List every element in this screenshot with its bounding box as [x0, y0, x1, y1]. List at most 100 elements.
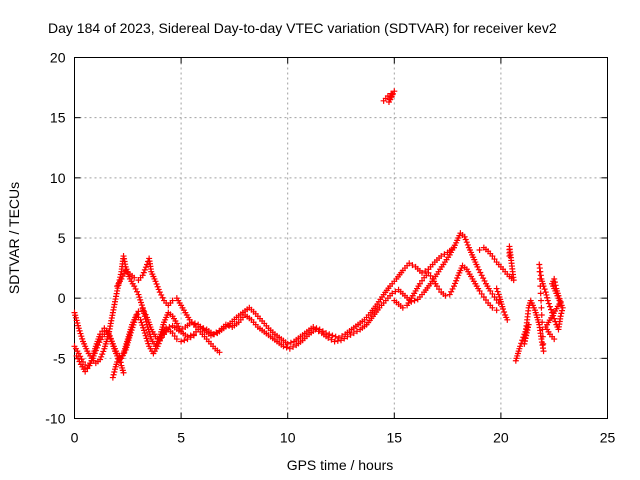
data-point [450, 244, 457, 251]
data-point [482, 296, 489, 303]
data-point [544, 297, 551, 304]
data-point [179, 325, 186, 332]
data-point [77, 330, 84, 337]
data-point [159, 294, 166, 301]
data-point [487, 287, 494, 294]
data-point [74, 320, 81, 327]
data-point [518, 340, 525, 347]
data-point [283, 344, 290, 351]
data-point [144, 338, 151, 345]
data-point [75, 325, 82, 332]
data-point [489, 290, 496, 297]
y-tick-label: 10 [50, 170, 66, 186]
series-track-d [71, 305, 197, 371]
data-point [280, 343, 287, 350]
data-point [353, 328, 360, 335]
data-point [493, 285, 500, 292]
data-point [331, 338, 338, 345]
grid [74, 57, 608, 419]
data-point [477, 269, 484, 276]
data-point [557, 313, 564, 320]
data-point [116, 356, 123, 363]
data-point [108, 338, 115, 345]
data-point [463, 239, 470, 246]
data-point [75, 322, 82, 329]
data-point [71, 309, 78, 316]
data-point [169, 330, 176, 337]
series-track-g [391, 262, 500, 314]
data-point [131, 319, 138, 326]
data-point [152, 278, 159, 285]
data-point [78, 333, 85, 340]
data-point [559, 307, 566, 314]
data-point [132, 285, 139, 292]
data-point [427, 272, 434, 279]
data-point [433, 283, 440, 290]
data-point [478, 290, 485, 297]
data-point [389, 290, 396, 297]
data-point [325, 334, 332, 341]
data-point [129, 324, 136, 331]
data-point [290, 343, 297, 350]
x-tick-label: 10 [280, 430, 296, 446]
data-point [544, 294, 551, 301]
x-tick-label: 20 [493, 430, 509, 446]
data-point [319, 328, 326, 335]
data-point [82, 368, 89, 375]
data-point [313, 325, 320, 332]
data-point [156, 289, 163, 296]
data-point [419, 277, 426, 284]
data-point [99, 328, 106, 335]
data-point [464, 241, 471, 248]
data-point [216, 349, 223, 356]
data-point [141, 327, 148, 334]
data-point [481, 277, 488, 284]
data-point [436, 286, 443, 293]
data-point [79, 335, 86, 342]
data-point [517, 343, 524, 350]
data-point [326, 331, 333, 338]
data-point [454, 275, 461, 282]
data-point [72, 312, 79, 319]
data-point [136, 294, 143, 301]
data-point [100, 348, 107, 355]
data-point [97, 356, 104, 363]
data-point [546, 303, 553, 310]
y-tick-label: 15 [50, 110, 66, 126]
data-point [154, 283, 161, 290]
data-point [323, 330, 330, 337]
data-point [453, 277, 460, 284]
data-point [116, 352, 123, 359]
data-point [139, 322, 146, 329]
data-point [134, 311, 141, 318]
data-point [334, 337, 341, 344]
data-point [286, 345, 293, 352]
data-point [555, 292, 562, 299]
data-point [422, 268, 429, 275]
data-point [310, 324, 317, 331]
y-tick-label: 0 [58, 290, 66, 306]
data-point [501, 309, 508, 316]
data-point [551, 336, 558, 343]
data-point [475, 266, 482, 273]
data-point [350, 330, 357, 337]
data-point [140, 269, 147, 276]
data-point [134, 288, 141, 295]
data-point [551, 279, 558, 286]
data-point [556, 295, 563, 302]
data-point [538, 304, 545, 311]
data-point [138, 302, 145, 309]
data-point [558, 310, 565, 317]
data-point [211, 331, 218, 338]
data-point [127, 329, 134, 336]
data-point [438, 253, 445, 260]
plot-frame [74, 57, 608, 419]
data-point [137, 316, 144, 323]
x-tick-label: 0 [71, 430, 79, 446]
y-tick-label: 20 [50, 50, 66, 66]
data-point [128, 327, 135, 334]
data-point [316, 326, 323, 333]
data-point [207, 332, 214, 339]
data-point [76, 327, 83, 334]
data-point [462, 236, 469, 243]
